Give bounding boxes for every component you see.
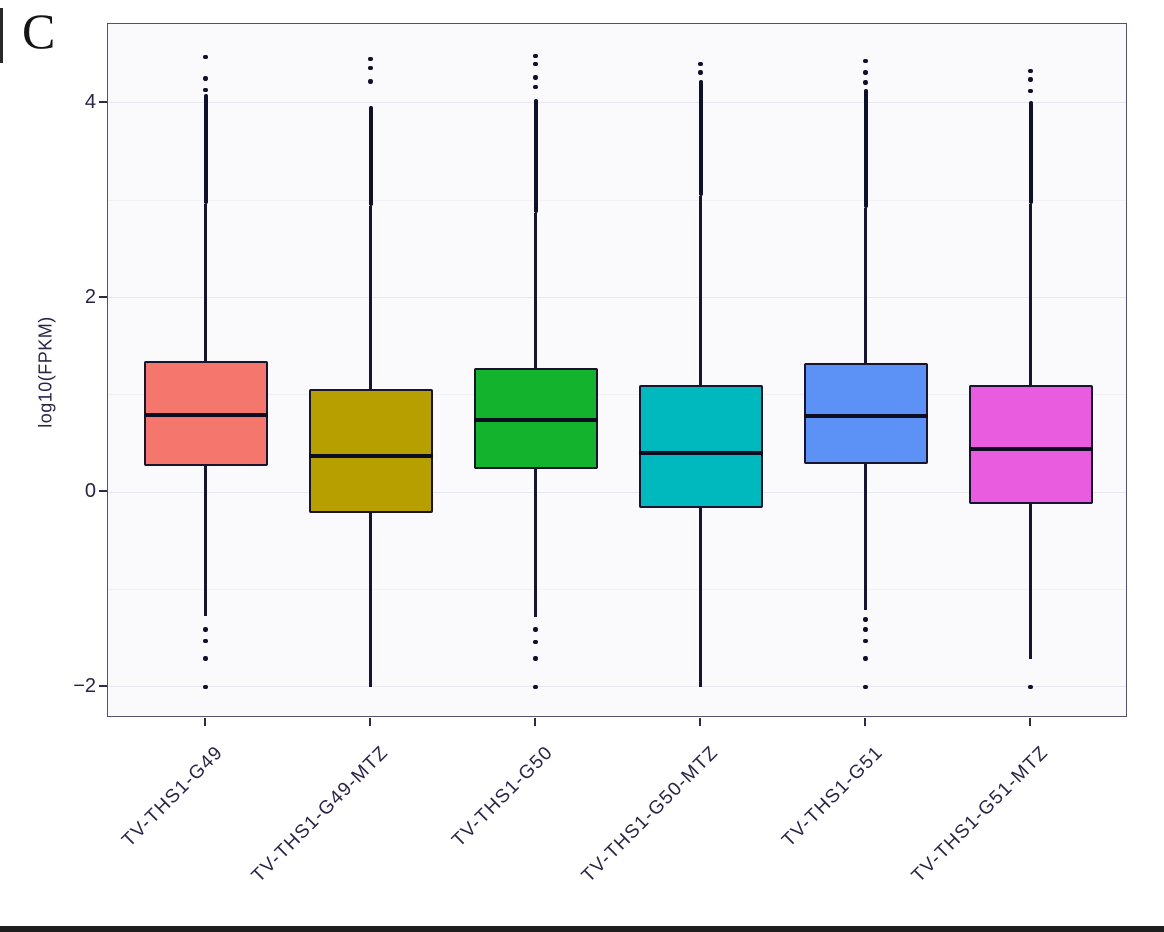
boxplot-box [638, 385, 763, 508]
outlier-band [368, 105, 373, 206]
outlier-dot-high [368, 56, 373, 62]
major-gridline [108, 686, 1126, 688]
median-line [473, 418, 598, 423]
outlier-dot-low [863, 627, 868, 632]
x-tick-label: TV-THS1-G51-MTZ [907, 742, 1053, 887]
outlier-band [533, 98, 538, 213]
median-line [968, 447, 1093, 452]
outlier-dot-high [203, 87, 208, 93]
y-tick-mark [99, 490, 107, 493]
minor-gridline [108, 394, 1126, 396]
lower-whisker [1029, 503, 1032, 659]
minor-gridline [108, 199, 1126, 201]
outlier-dot-high [863, 80, 868, 85]
y-tick-mark [99, 100, 107, 103]
x-tick-label: TV-THS1-G49-MTZ [247, 742, 393, 887]
median-line [803, 414, 928, 419]
outlier-dot-high [533, 53, 538, 59]
outlier-dot-high [863, 70, 868, 75]
boxplot-box [803, 362, 928, 464]
outlier-dot-low [533, 684, 538, 690]
panel-letter-label: C [22, 3, 56, 59]
outlier-dot-low [533, 656, 538, 661]
x-tick-mark [698, 718, 701, 726]
x-tick-mark [1028, 718, 1031, 726]
outlier-dot-high [1028, 68, 1033, 73]
major-gridline [108, 102, 1126, 104]
median-line [308, 454, 433, 459]
major-gridline [108, 491, 1126, 493]
median-line [143, 413, 268, 418]
x-tick-mark [863, 718, 866, 726]
outlier-dot-high [368, 65, 373, 70]
outlier-dot-low [863, 617, 868, 622]
lower-whisker [369, 512, 372, 687]
boxplot-box [968, 385, 1093, 504]
lower-whisker [534, 468, 537, 617]
outlier-band [863, 89, 868, 208]
outlier-dot-high [203, 54, 208, 60]
lower-whisker [699, 507, 702, 687]
outlier-dot-low [1028, 684, 1033, 690]
outlier-dot-high [533, 85, 538, 90]
x-tick-label: TV-THS1-G50 [448, 742, 558, 852]
outlier-dot-high [1028, 88, 1033, 94]
y-tick-label: 4 [84, 90, 96, 113]
outlier-dot-low [533, 639, 538, 645]
y-tick-label: −2 [73, 674, 96, 697]
minor-gridline [108, 589, 1126, 591]
y-axis-title: log10(FPKM) [35, 316, 56, 428]
outlier-band [698, 80, 703, 197]
outlier-dot-low [863, 684, 868, 690]
x-tick-label: TV-THS1-G50-MTZ [577, 742, 723, 887]
outlier-dot-high [533, 75, 538, 80]
y-tick-label: 2 [84, 285, 96, 308]
median-line [638, 451, 763, 456]
outlier-dot-high [368, 79, 373, 84]
x-tick-mark [203, 718, 206, 726]
x-tick-mark [368, 718, 371, 726]
outlier-dot-high [698, 61, 703, 67]
outlier-dot-low [863, 656, 868, 661]
lower-whisker [204, 465, 207, 616]
outlier-dot-high [533, 61, 538, 67]
y-tick-mark [99, 295, 107, 298]
y-tick-label: 0 [84, 480, 96, 503]
upper-whisker [369, 206, 372, 389]
outlier-dot-low [533, 627, 538, 632]
upper-whisker [699, 196, 702, 386]
lower-whisker [864, 463, 867, 610]
screenshot-edge-artifact [0, 8, 3, 63]
outlier-dot-high [1028, 77, 1033, 82]
outlier-dot-high [863, 58, 868, 64]
outlier-dot-low [203, 684, 208, 690]
outlier-dot-high [698, 70, 703, 75]
outlier-band [203, 94, 208, 205]
outlier-dot-high [203, 76, 208, 81]
outlier-dot-low [863, 638, 868, 644]
upper-whisker [534, 212, 537, 368]
outlier-dot-low [203, 627, 208, 632]
bottom-crop-bar [0, 926, 1164, 932]
outlier-dot-low [203, 656, 208, 661]
x-tick-label: TV-THS1-G49 [118, 742, 228, 852]
major-gridline [108, 297, 1126, 298]
x-tick-mark [533, 718, 536, 726]
upper-whisker [1029, 204, 1032, 386]
outlier-dot-low [203, 638, 208, 644]
upper-whisker [204, 204, 207, 361]
y-tick-mark [99, 684, 107, 687]
x-tick-label: TV-THS1-G51 [778, 742, 888, 852]
plot-panel [107, 23, 1127, 717]
outlier-band [1028, 100, 1033, 205]
boxplot-box [308, 389, 433, 513]
upper-whisker [864, 207, 867, 363]
